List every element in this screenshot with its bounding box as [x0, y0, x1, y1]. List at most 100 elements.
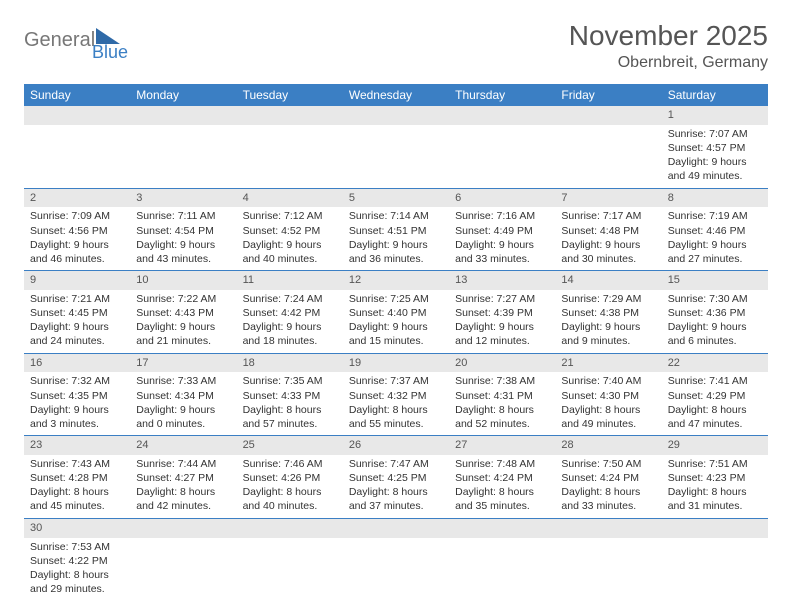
day-content: Sunrise: 7:32 AMSunset: 4:35 PMDaylight:… — [24, 372, 130, 435]
calendar-row: 1Sunrise: 7:07 AMSunset: 4:57 PMDaylight… — [24, 106, 768, 188]
day-content: Sunrise: 7:37 AMSunset: 4:32 PMDaylight:… — [343, 372, 449, 435]
sunrise-line: Sunrise: 7:35 AM — [243, 374, 337, 388]
sunrise-line: Sunrise: 7:12 AM — [243, 209, 337, 223]
day-number: 1 — [662, 106, 768, 125]
calendar-cell: 11Sunrise: 7:24 AMSunset: 4:42 PMDayligh… — [237, 271, 343, 354]
calendar-cell: 9Sunrise: 7:21 AMSunset: 4:45 PMDaylight… — [24, 271, 130, 354]
daylight-line: Daylight: 9 hours and 43 minutes. — [136, 238, 230, 266]
calendar-cell: 10 Sunrise: 7:22 AMSunset: 4:43 PMDayligh… — [130, 271, 236, 354]
sunset-line: Sunset: 4:43 PM — [136, 306, 230, 320]
calendar-row: 23Sunrise: 7:43 AMSunset: 4:28 PMDayligh… — [24, 436, 768, 519]
daylight-line: Daylight: 9 hours and 21 minutes. — [136, 320, 230, 348]
sunset-line: Sunset: 4:46 PM — [668, 224, 762, 238]
calendar-cell: 30Sunrise: 7:53 AMSunset: 4:22 PMDayligh… — [24, 518, 130, 600]
day-content: Sunrise: 7:48 AMSunset: 4:24 PMDaylight:… — [449, 455, 555, 518]
day-number: 26 — [343, 436, 449, 455]
day-number: 7 — [555, 189, 661, 208]
day-content: Sunrise: 7:12 AMSunset: 4:52 PMDaylight:… — [237, 207, 343, 270]
sunset-line: Sunset: 4:39 PM — [455, 306, 549, 320]
daylight-line: Daylight: 8 hours and 55 minutes. — [349, 403, 443, 431]
day-number: 16 — [24, 354, 130, 373]
day-number: 2 — [24, 189, 130, 208]
day-number: 14 — [555, 271, 661, 290]
calendar-cell: 8Sunrise: 7:19 AMSunset: 4:46 PMDaylight… — [662, 188, 768, 271]
sunset-line: Sunset: 4:57 PM — [668, 141, 762, 155]
day-header: Friday — [555, 84, 661, 106]
sunrise-line: Sunrise: 7:21 AM — [30, 292, 124, 306]
day-number: 12 — [343, 271, 449, 290]
sunset-line: Sunset: 4:56 PM — [30, 224, 124, 238]
sunset-line: Sunset: 4:45 PM — [30, 306, 124, 320]
day-number: 19 — [343, 354, 449, 373]
daylight-line: Daylight: 8 hours and 45 minutes. — [30, 485, 124, 513]
daylight-line: Daylight: 9 hours and 18 minutes. — [243, 320, 337, 348]
sunrise-line: Sunrise: 7:24 AM — [243, 292, 337, 306]
calendar-cell — [130, 106, 236, 188]
daylight-line: Daylight: 9 hours and 0 minutes. — [136, 403, 230, 431]
daylight-line: Daylight: 9 hours and 6 minutes. — [668, 320, 762, 348]
day-content: Sunrise: 7:50 AMSunset: 4:24 PMDaylight:… — [555, 455, 661, 518]
sunset-line: Sunset: 4:23 PM — [668, 471, 762, 485]
daylight-line: Daylight: 9 hours and 9 minutes. — [561, 320, 655, 348]
sunrise-line: Sunrise: 7:44 AM — [136, 457, 230, 471]
day-content: Sunrise: 7:53 AMSunset: 4:22 PMDaylight:… — [24, 538, 130, 601]
calendar-body: 1Sunrise: 7:07 AMSunset: 4:57 PMDaylight… — [24, 106, 768, 600]
calendar-cell — [237, 106, 343, 188]
daylight-line: Daylight: 8 hours and 40 minutes. — [243, 485, 337, 513]
day-number: 17 — [130, 354, 236, 373]
day-content: Sunrise: 7:33 AMSunset: 4:34 PMDaylight:… — [130, 372, 236, 435]
day-content: Sunrise: 7:41 AMSunset: 4:29 PMDaylight:… — [662, 372, 768, 435]
calendar-cell: 19Sunrise: 7:37 AMSunset: 4:32 PMDayligh… — [343, 353, 449, 436]
sunset-line: Sunset: 4:34 PM — [136, 389, 230, 403]
day-number: 22 — [662, 354, 768, 373]
day-header: Wednesday — [343, 84, 449, 106]
calendar-cell — [555, 518, 661, 600]
day-content: Sunrise: 7:40 AMSunset: 4:30 PMDaylight:… — [555, 372, 661, 435]
sunrise-line: Sunrise: 7:22 AM — [136, 292, 230, 306]
day-number: 11 — [237, 271, 343, 290]
sunset-line: Sunset: 4:40 PM — [349, 306, 443, 320]
sunset-line: Sunset: 4:38 PM — [561, 306, 655, 320]
sunrise-line: Sunrise: 7:29 AM — [561, 292, 655, 306]
day-content: Sunrise: 7:19 AMSunset: 4:46 PMDaylight:… — [662, 207, 768, 270]
sunset-line: Sunset: 4:30 PM — [561, 389, 655, 403]
daylight-line: Daylight: 9 hours and 46 minutes. — [30, 238, 124, 266]
day-number: 21 — [555, 354, 661, 373]
day-content: Sunrise: 7:07 AMSunset: 4:57 PMDaylight:… — [662, 125, 768, 188]
sunset-line: Sunset: 4:25 PM — [349, 471, 443, 485]
day-content: Sunrise: 7:51 AMSunset: 4:23 PMDaylight:… — [662, 455, 768, 518]
calendar-cell: 4Sunrise: 7:12 AMSunset: 4:52 PMDaylight… — [237, 188, 343, 271]
day-content: Sunrise: 7:24 AMSunset: 4:42 PMDaylight:… — [237, 290, 343, 353]
day-number: 20 — [449, 354, 555, 373]
day-header: Tuesday — [237, 84, 343, 106]
calendar-cell: 6Sunrise: 7:16 AMSunset: 4:49 PMDaylight… — [449, 188, 555, 271]
calendar-cell — [237, 518, 343, 600]
day-number: 27 — [449, 436, 555, 455]
sunset-line: Sunset: 4:54 PM — [136, 224, 230, 238]
daylight-line: Daylight: 9 hours and 40 minutes. — [243, 238, 337, 266]
calendar-table: SundayMondayTuesdayWednesdayThursdayFrid… — [24, 84, 768, 600]
sunrise-line: Sunrise: 7:09 AM — [30, 209, 124, 223]
sunrise-line: Sunrise: 7:38 AM — [455, 374, 549, 388]
daylight-line: Daylight: 8 hours and 37 minutes. — [349, 485, 443, 513]
calendar-row: 2Sunrise: 7:09 AMSunset: 4:56 PMDaylight… — [24, 188, 768, 271]
daylight-line: Daylight: 9 hours and 30 minutes. — [561, 238, 655, 266]
day-content: Sunrise: 7:30 AMSunset: 4:36 PMDaylight:… — [662, 290, 768, 353]
sunrise-line: Sunrise: 7:32 AM — [30, 374, 124, 388]
calendar-cell: 20Sunrise: 7:38 AMSunset: 4:31 PMDayligh… — [449, 353, 555, 436]
calendar-cell: 3Sunrise: 7:11 AMSunset: 4:54 PMDaylight… — [130, 188, 236, 271]
day-number: 4 — [237, 189, 343, 208]
calendar-row: 30Sunrise: 7:53 AMSunset: 4:22 PMDayligh… — [24, 518, 768, 600]
day-number: 15 — [662, 271, 768, 290]
day-number: 6 — [449, 189, 555, 208]
header: General Blue November 2025 Obernbreit, G… — [24, 20, 768, 72]
sunrise-line: Sunrise: 7:07 AM — [668, 127, 762, 141]
sunrise-line: Sunrise: 7:17 AM — [561, 209, 655, 223]
sunrise-line: Sunrise: 7:33 AM — [136, 374, 230, 388]
calendar-cell: 21Sunrise: 7:40 AMSunset: 4:30 PMDayligh… — [555, 353, 661, 436]
day-header: Monday — [130, 84, 236, 106]
calendar-header-row: SundayMondayTuesdayWednesdayThursdayFrid… — [24, 84, 768, 106]
day-number: 10 — [130, 271, 236, 290]
sunrise-line: Sunrise: 7:47 AM — [349, 457, 443, 471]
day-number: 18 — [237, 354, 343, 373]
